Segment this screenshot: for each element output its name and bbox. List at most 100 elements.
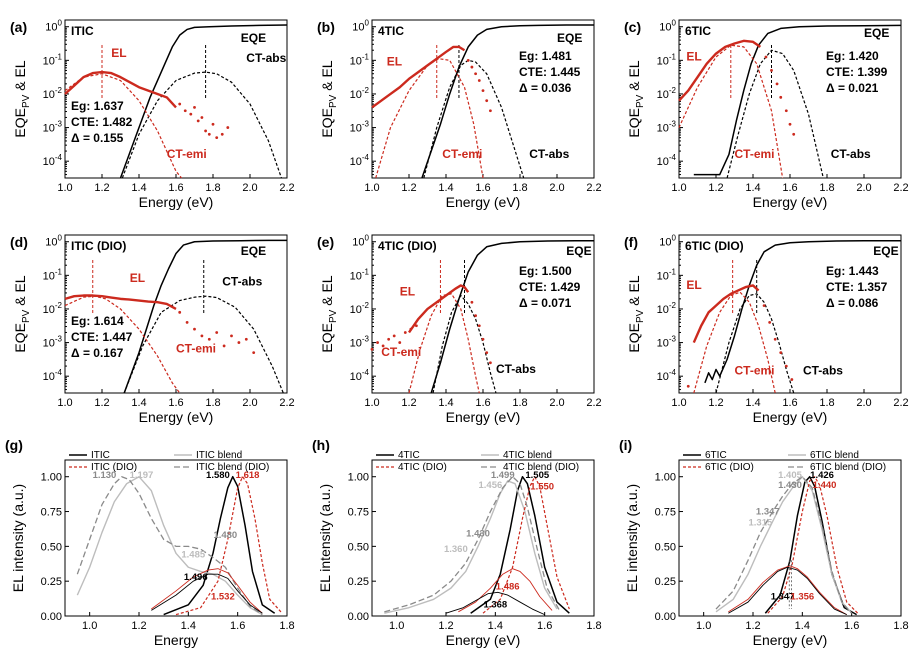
x-tick-label: 1.2 <box>438 620 453 632</box>
cte-value: CTE: 1.429 <box>519 280 581 294</box>
series-el <box>692 284 760 344</box>
y-tick-label: 0.50 <box>348 541 369 553</box>
delta-value: Δ = 0.071 <box>519 296 572 310</box>
peak-label: 1.368 <box>483 600 507 611</box>
peak-label: 1.532 <box>211 591 235 602</box>
peak-label: 1.130 <box>93 470 117 481</box>
y-tick-label: 10-2 <box>657 86 677 101</box>
panel-label: (g) <box>5 437 23 453</box>
el-data-point <box>211 122 215 126</box>
panel-h: 1.0 1.2 1.4 1.6 1.8 0.00 0.25 0.50 0.75 1.00 Energ… <box>312 437 602 648</box>
el-label: EL <box>400 285 415 299</box>
x-tick-label: 1.4 <box>488 620 503 632</box>
el-data-point <box>178 102 182 106</box>
panel-g: 1.0 1.2 1.4 1.6 1.8 0.00 0.25 0.50 0.75 1.00 Energ… <box>5 437 295 648</box>
eg-value: Eg: 1.420 <box>826 49 879 63</box>
x-tick-label: 2.0 <box>549 182 564 194</box>
peak-label: 1.618 <box>236 470 260 481</box>
el-data-point <box>788 122 792 126</box>
x-tick-label: 1.0 <box>696 620 711 632</box>
eg-value: Eg: 1.500 <box>519 264 572 278</box>
x-tick-label: 1.2 <box>94 182 109 194</box>
delta-value: Δ = 0.086 <box>826 296 879 310</box>
sample-name: 4TIC <box>378 24 404 38</box>
x-tick-label: 1.8 <box>205 182 220 194</box>
x-tick-label: 1.0 <box>82 620 97 632</box>
el-data-point <box>252 351 256 355</box>
y-tick-label: 10-4 <box>43 153 63 168</box>
el-data-point <box>775 82 779 86</box>
panel-label: (h) <box>312 437 330 453</box>
y-axis-label: EQEPV & EL <box>319 275 339 352</box>
el-data-point <box>686 384 690 388</box>
legend-label: 6TIC blend (DIO) <box>810 462 886 473</box>
x-tick-label: 1.4 <box>181 620 196 632</box>
el-data-point <box>200 116 204 119</box>
sample-name: 6TIC (DIO) <box>685 239 744 253</box>
series-ct-emi <box>64 295 181 394</box>
eg-value: Eg: 1.614 <box>71 314 124 328</box>
x-axis-label: Energy (eV) <box>446 632 521 648</box>
el-data-point <box>204 129 208 133</box>
el-data-point <box>481 89 485 92</box>
legend-label: ITIC <box>91 450 110 461</box>
sample-name: 4TIC (DIO) <box>378 239 437 253</box>
y-tick-label: 100 <box>352 19 369 34</box>
y-tick-label: 100 <box>659 234 676 249</box>
el-data-point <box>474 314 477 318</box>
el-label: EL <box>111 46 126 60</box>
ct-abs-label: CT-abs <box>803 364 843 378</box>
y-tick-label: 0.25 <box>348 576 369 588</box>
y-tick-label: 10-2 <box>350 86 370 101</box>
series-ct-emi <box>693 291 776 394</box>
cte-value: CTE: 1.399 <box>826 65 888 79</box>
y-axis-label: EL intensity (a.u.) <box>624 484 640 592</box>
x-tick-label: 2.0 <box>242 182 257 194</box>
ct-abs-label: CT-abs <box>831 147 871 161</box>
el-data-point <box>792 132 796 136</box>
ct-emi-label: CT-emi <box>442 147 482 161</box>
el-data-point <box>189 112 193 116</box>
panel-label: (d) <box>10 234 28 250</box>
el-data-point <box>376 341 379 344</box>
x-tick-label: 1.0 <box>364 182 379 194</box>
x-tick-label: 1.2 <box>708 397 723 409</box>
el-label: EL <box>686 49 701 63</box>
panel-a: 1.0 1.2 1.4 1.6 1.8 2.0 2.2 10-4 10-3 10-2 10-1 100… <box>10 19 295 210</box>
delta-value: Δ = 0.036 <box>519 81 572 95</box>
eqe-label: EQE <box>557 31 582 45</box>
x-tick-label: 1.2 <box>94 397 109 409</box>
x-tick-label: 1.0 <box>389 620 404 632</box>
x-tick-label: 1.8 <box>893 620 908 632</box>
panel-d: 1.0 1.2 1.4 1.6 1.8 2.0 2.2 10-4 10-3 10-2 10-1 100… <box>10 234 295 425</box>
series-itic <box>163 475 276 616</box>
sample-name: ITIC (DIO) <box>71 239 126 253</box>
x-tick-label: 2.2 <box>279 397 294 409</box>
el-data-point <box>215 331 219 334</box>
series-ct-emi <box>678 44 784 179</box>
series-blend-component <box>151 573 263 614</box>
series-el <box>371 45 466 109</box>
delta-value: Δ = 0.167 <box>71 346 124 360</box>
x-tick-label: 2.0 <box>856 182 871 194</box>
legend-label: 4TIC blend <box>503 450 552 461</box>
y-tick-label: 10-4 <box>350 368 370 383</box>
legend-label: 4TIC <box>398 450 420 461</box>
x-tick-label: 1.0 <box>671 397 686 409</box>
y-tick-label: 10-2 <box>657 301 677 316</box>
el-data-point <box>773 337 777 341</box>
el-data-point <box>474 72 477 76</box>
y-tick-label: 0.50 <box>655 541 676 553</box>
y-tick-label: 10-4 <box>350 153 370 168</box>
peak-label: 1.347 <box>771 591 795 602</box>
el-data-point <box>387 337 391 341</box>
el-label: EL <box>130 271 145 285</box>
el-data-point <box>222 344 226 348</box>
peak-label: 1.440 <box>813 480 837 491</box>
x-tick-label: 2.2 <box>893 397 908 409</box>
el-data-point <box>762 304 766 307</box>
y-tick-label: 10-2 <box>43 86 63 101</box>
x-tick-label: 1.4 <box>438 397 453 409</box>
x-tick-label: 1.6 <box>537 620 552 632</box>
